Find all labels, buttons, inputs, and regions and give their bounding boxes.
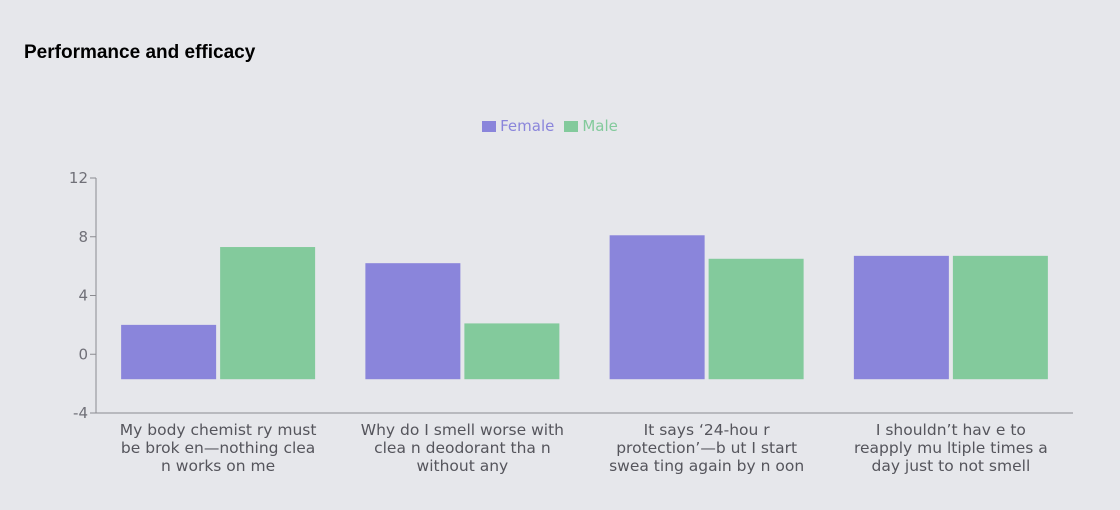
chart-title: Performance and efficacy — [24, 42, 256, 63]
x-category-label-line: be brok en—nothing clea — [121, 439, 315, 457]
legend-swatch-male — [564, 120, 579, 132]
x-category-label-line: protection’—b ut I start — [616, 439, 797, 457]
x-category-label: I shouldn’t hav e to reapply mu ltiple ti… — [854, 421, 1048, 475]
bar-female-1 — [121, 324, 217, 380]
x-category-label-line: Why do I smell worse with — [361, 421, 564, 439]
y-tick-label: 0 — [78, 345, 88, 363]
x-category-label: It says ‘24-hou r protection’—b ut I star… — [609, 421, 804, 475]
y-tick-label: -4 — [73, 404, 88, 422]
legend: Female Male — [0, 117, 1100, 135]
bar-female-3 — [609, 235, 705, 380]
x-category-label-line: clea n deodorant tha n — [374, 439, 551, 457]
x-category-label-line: swea ting again by n oon — [609, 457, 804, 475]
y-tick-label: 12 — [69, 169, 88, 187]
bar-female-2 — [365, 263, 461, 380]
x-category-label: My body chemist ry must be brok en—nothin… — [120, 421, 317, 475]
y-tick-label: 4 — [78, 287, 88, 305]
x-category-label-line: My body chemist ry must — [120, 421, 317, 439]
x-category-label-line: It says ‘24-hou r — [644, 421, 771, 439]
x-category-label-line: day just to not smell — [871, 457, 1030, 475]
bar-male-2 — [464, 323, 560, 380]
x-category-label-line: reapply mu ltiple times a — [854, 439, 1048, 457]
x-category-label-line: I shouldn’t hav e to — [876, 421, 1026, 439]
legend-label-male: Male — [582, 117, 618, 135]
legend-item-male[interactable]: Male — [564, 117, 618, 135]
x-category-label-line: n works on me — [161, 457, 275, 475]
bar-male-4 — [952, 255, 1048, 380]
bar-female-4 — [853, 255, 949, 380]
y-tick-label: 8 — [78, 228, 88, 246]
legend-swatch-female — [482, 120, 497, 132]
x-category-label: Why do I smell worse with clea n deodoran… — [361, 421, 564, 475]
bar-male-3 — [708, 258, 804, 380]
legend-label-female: Female — [500, 117, 555, 135]
x-category-label-line: without any — [417, 457, 509, 475]
legend-item-female[interactable]: Female — [482, 117, 554, 135]
bar-male-1 — [220, 247, 316, 380]
